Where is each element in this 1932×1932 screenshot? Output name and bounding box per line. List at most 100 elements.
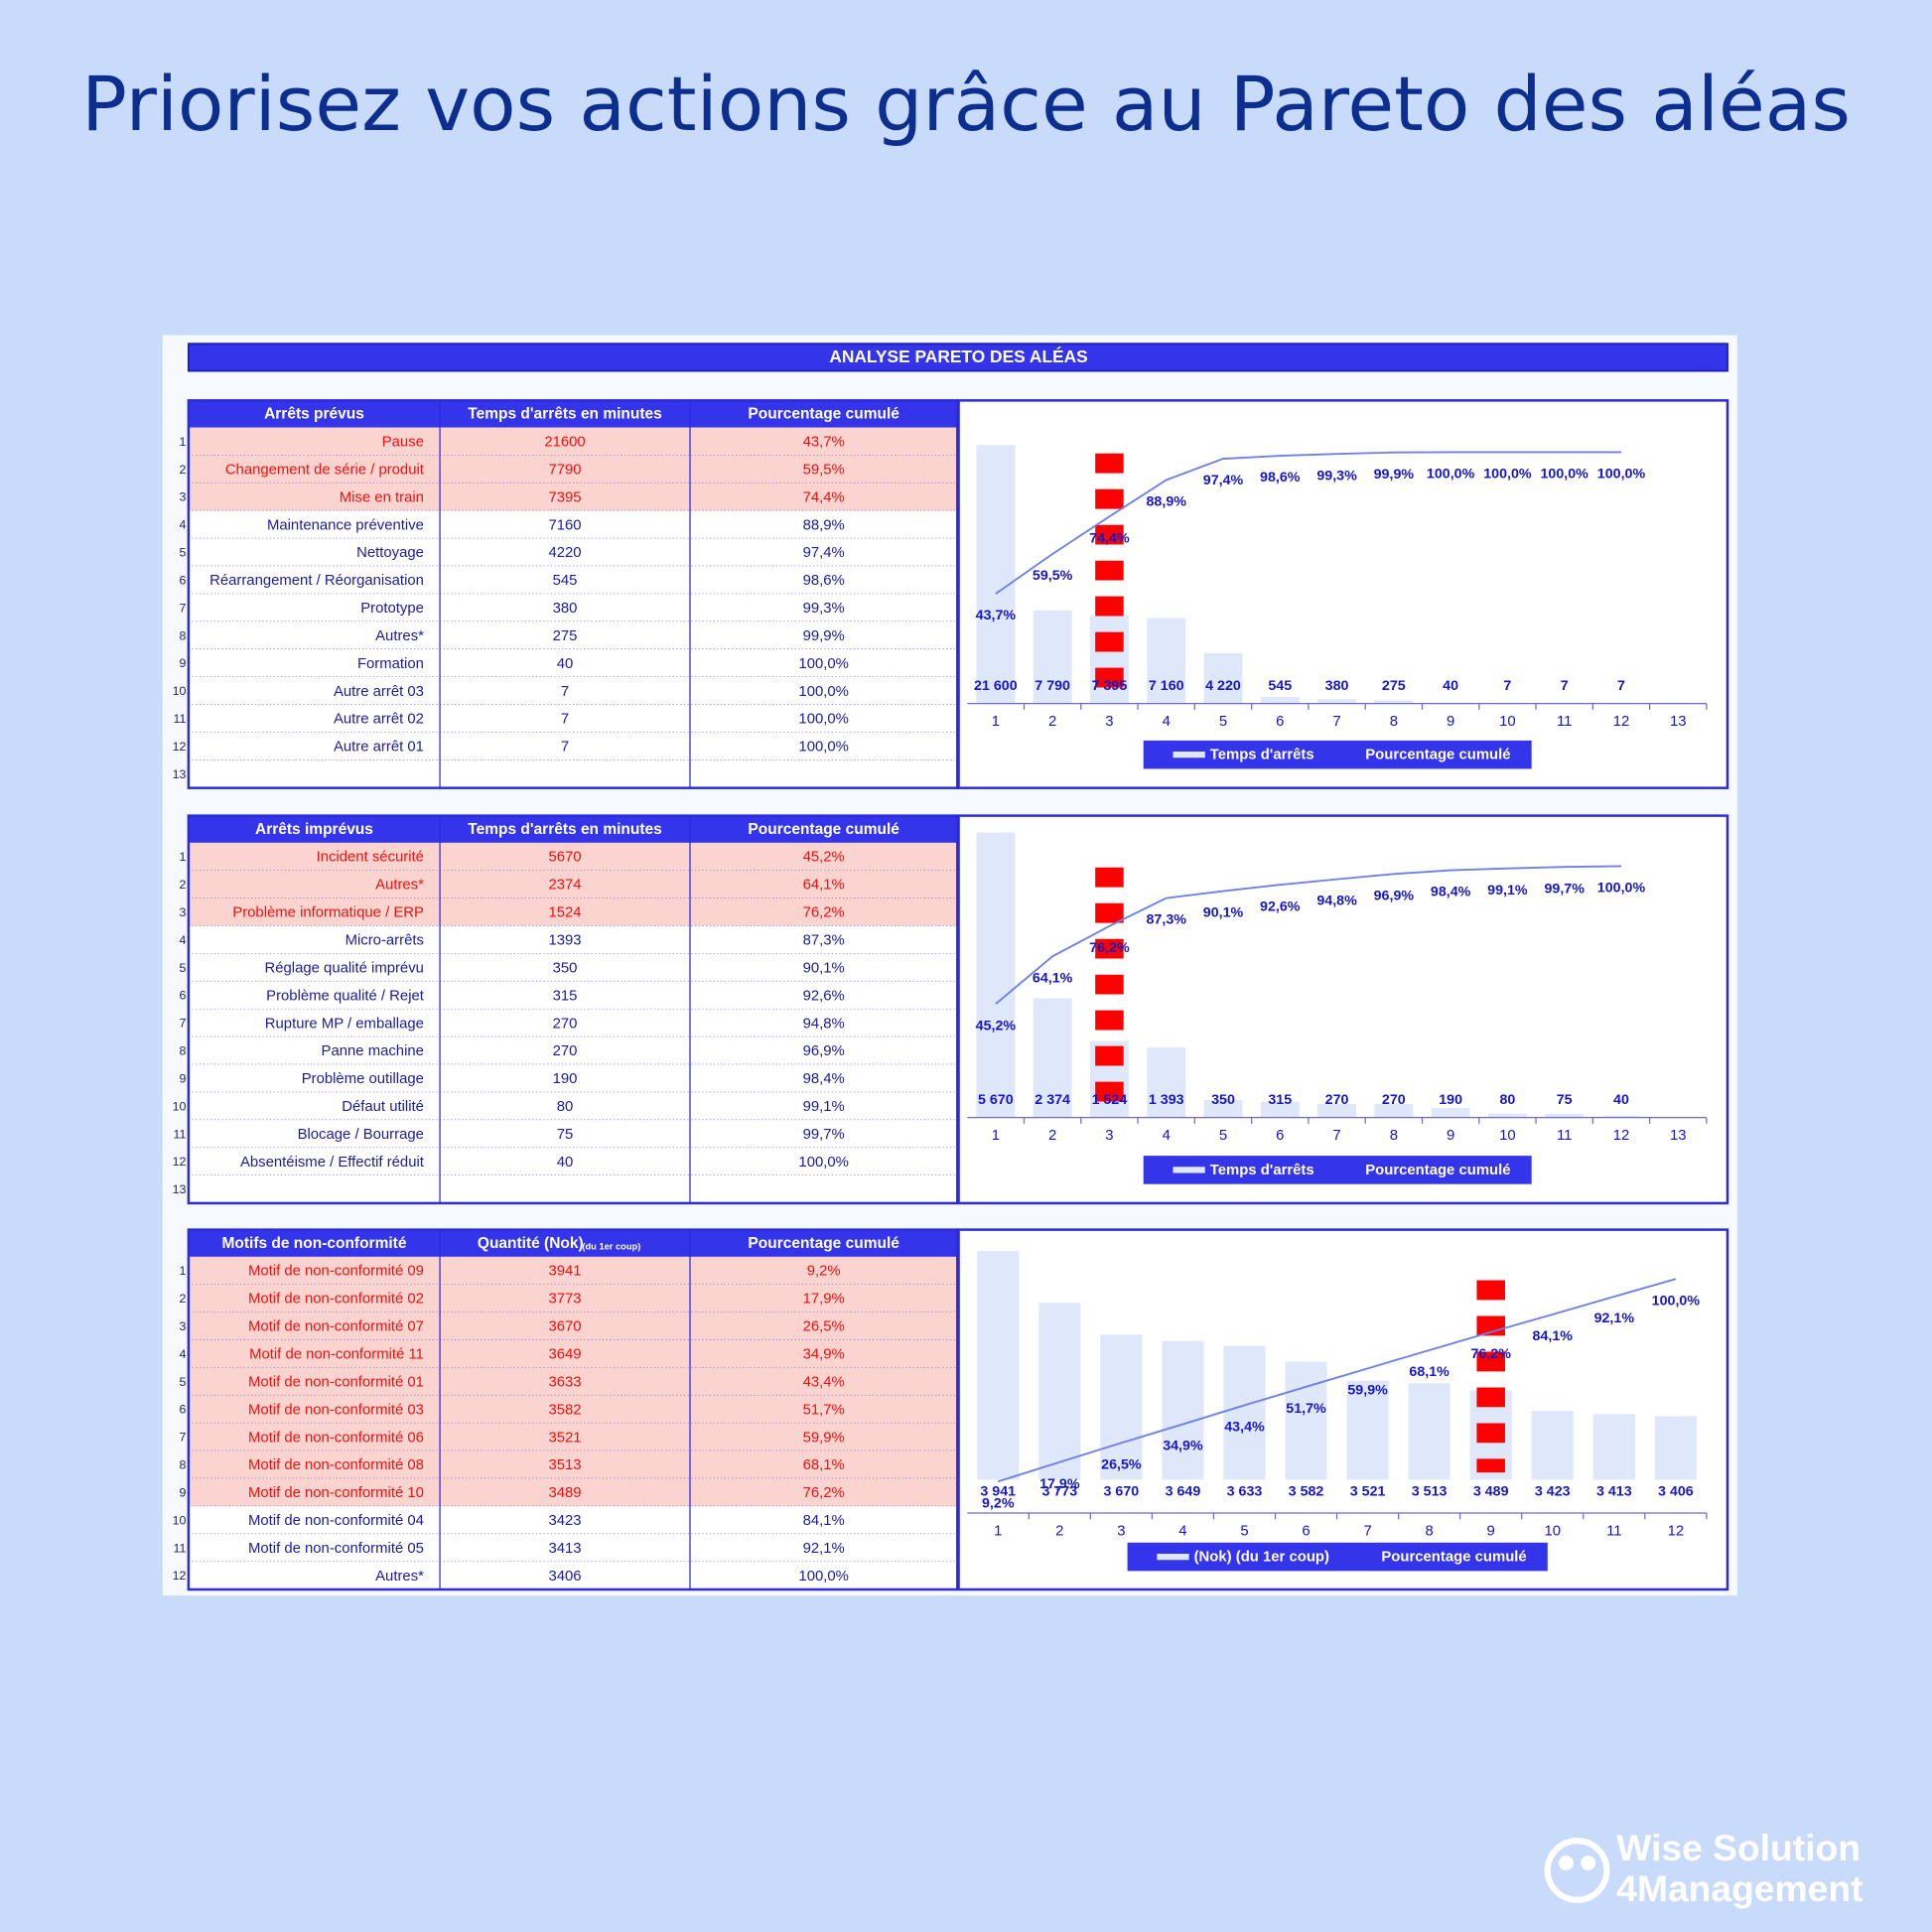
cumulative-label: 99,3%	[1316, 468, 1357, 483]
row-label: Prototype	[360, 601, 424, 617]
table-row	[188, 1036, 958, 1065]
x-tick-label: 11	[1557, 1128, 1572, 1144]
bar	[1601, 1115, 1641, 1118]
row-number: 11	[174, 1541, 187, 1555]
column-header: Pourcentage cumulé	[748, 406, 899, 423]
row-value: 40	[557, 656, 574, 672]
x-tick-label: 11	[1557, 714, 1572, 730]
cumulative-label: 97,4%	[1203, 473, 1244, 488]
legend	[1143, 740, 1532, 769]
row-label: Motif de non-conformité 02	[248, 1292, 424, 1308]
row-number: 13	[173, 1182, 187, 1196]
row-value: 7	[561, 684, 569, 700]
row-label: Motif de non-conformité 04	[248, 1513, 424, 1529]
x-tick-label: 4	[1178, 1524, 1186, 1540]
row-percentage: 17,9%	[803, 1292, 845, 1308]
x-tick-label: 13	[1670, 1128, 1687, 1144]
row-value: 40	[557, 1155, 574, 1171]
cumulative-line	[997, 1278, 1677, 1483]
logo-icon-eye	[1581, 1856, 1596, 1870]
table-row	[188, 427, 958, 456]
bar-value-label: 3 670	[1104, 1484, 1140, 1500]
cumulative-label: 64,1%	[1033, 970, 1073, 986]
bar	[1487, 1113, 1527, 1118]
x-tick-label: 7	[1363, 1524, 1371, 1540]
row-value: 3489	[548, 1485, 581, 1501]
bar	[1592, 1414, 1635, 1480]
cumulative-label: 17,9%	[1039, 1476, 1080, 1492]
cumulative-line	[995, 451, 1622, 595]
table-header	[188, 1229, 958, 1257]
bar	[1317, 1103, 1357, 1118]
column-header: Quantité (Nok)	[478, 1235, 584, 1252]
bar	[1089, 615, 1129, 704]
table-row	[188, 1009, 958, 1037]
bar-value-label: 3 406	[1658, 1484, 1694, 1500]
row-number: 11	[174, 712, 187, 726]
bar-value-label: 350	[1211, 1092, 1235, 1108]
row-percentage: 100,0%	[798, 1569, 848, 1585]
cumulative-label: 34,9%	[1163, 1439, 1203, 1454]
legend-label: Temps d'arrêts	[1210, 1163, 1314, 1178]
x-tick-label: 5	[1240, 1524, 1248, 1540]
table-row	[188, 510, 958, 539]
cumulative-label: 26,5%	[1101, 1457, 1142, 1473]
row-value: 3413	[548, 1541, 581, 1557]
bar-value-label: 80	[1499, 1092, 1515, 1108]
row-label: Autre arrêt 01	[334, 740, 424, 756]
table-row	[188, 1148, 958, 1175]
row-number: 6	[179, 989, 186, 1003]
row-percentage: 26,5%	[803, 1319, 845, 1335]
bar-value-label: 40	[1443, 678, 1458, 694]
row-label: Motif de non-conformité 09	[248, 1264, 424, 1280]
row-percentage: 43,4%	[803, 1374, 845, 1390]
legend	[1143, 1156, 1532, 1184]
x-tick-label: 3	[1117, 1524, 1125, 1540]
x-tick-label: 5	[1219, 714, 1227, 730]
row-value: 2374	[548, 878, 581, 894]
row-number: 9	[179, 656, 186, 670]
table-header	[188, 400, 958, 428]
x-tick-label: 13	[1670, 714, 1687, 730]
table-row	[188, 483, 958, 511]
table-row	[188, 1339, 958, 1368]
row-value: 5670	[548, 850, 581, 866]
row-number: 2	[179, 878, 186, 892]
row-percentage: 76,2%	[803, 905, 845, 921]
bar	[1038, 1303, 1081, 1480]
row-label: Panne machine	[322, 1043, 424, 1059]
row-number: 4	[179, 933, 186, 947]
row-percentage: 99,3%	[803, 601, 845, 617]
row-number: 9	[179, 1071, 186, 1085]
row-percentage: 74,4%	[803, 489, 845, 505]
bar-value-label: 3 633	[1227, 1484, 1263, 1500]
table-row	[188, 1450, 958, 1479]
row-number: 3	[179, 1319, 186, 1333]
bar-value-label: 3 773	[1041, 1484, 1077, 1500]
bar	[977, 1250, 1020, 1480]
table-row	[188, 676, 958, 705]
row-percentage: 68,1%	[803, 1457, 845, 1473]
row-value: 7395	[548, 489, 581, 505]
row-label: Changement de série / produit	[225, 462, 425, 478]
sheet-title-bar	[187, 343, 1728, 372]
row-value: 3649	[548, 1346, 581, 1362]
cumulative-label: 94,8%	[1316, 894, 1357, 909]
row-value: 7160	[548, 517, 581, 533]
table-row	[188, 1534, 958, 1563]
row-label: Problème qualité / Rejet	[266, 988, 425, 1004]
x-tick-label: 2	[1048, 714, 1056, 730]
x-tick-label: 2	[1048, 1128, 1056, 1144]
row-percentage: 100,0%	[798, 740, 848, 756]
bar-value-label: 1 524	[1092, 1092, 1128, 1108]
table-row	[188, 732, 958, 760]
bar	[1147, 1047, 1186, 1118]
row-percentage: 9,2%	[807, 1264, 841, 1280]
x-tick-label: 12	[1668, 1524, 1685, 1540]
bar-value-label: 3 582	[1289, 1484, 1324, 1500]
row-number: 13	[173, 767, 187, 781]
bar-value-label: 270	[1382, 1092, 1406, 1108]
row-percentage: 99,9%	[803, 628, 845, 644]
column-header: Motifs de non-conformité	[221, 1235, 406, 1252]
